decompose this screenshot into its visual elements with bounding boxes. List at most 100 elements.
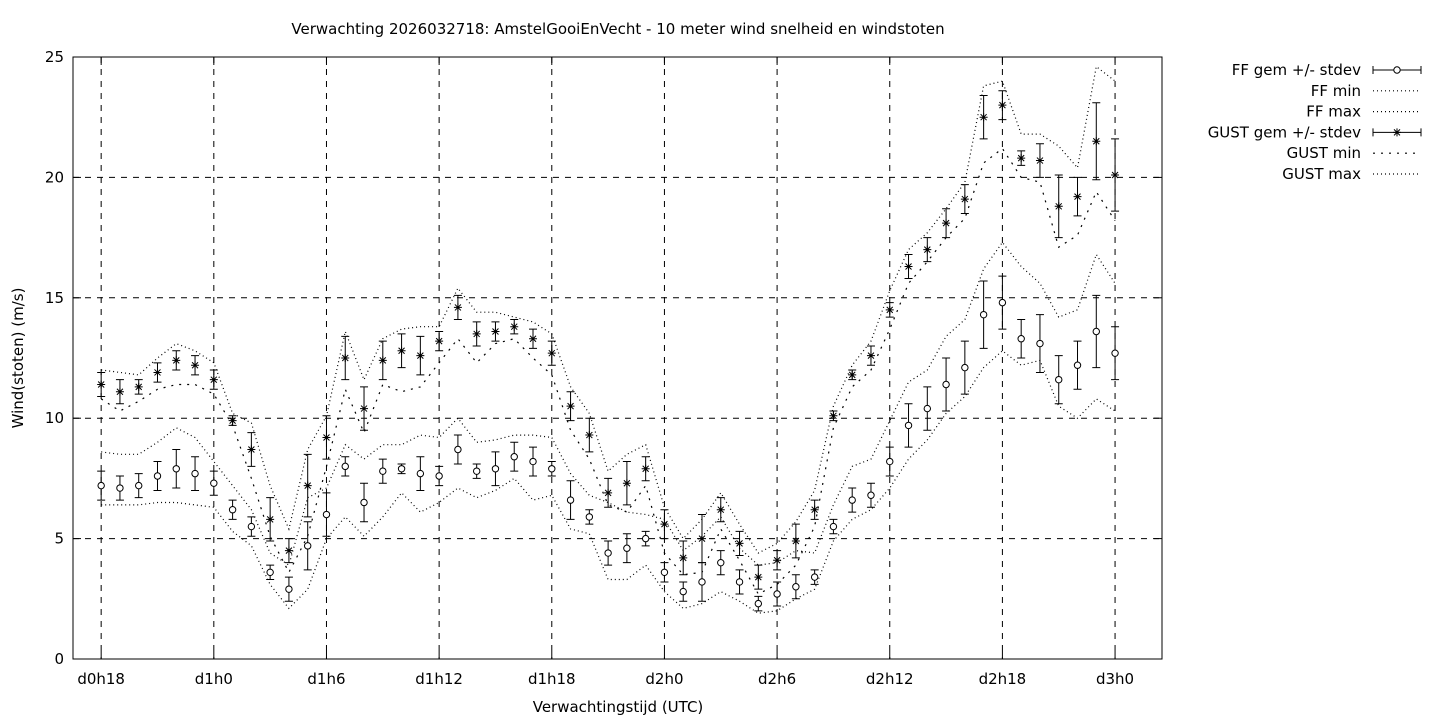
- data-point: [717, 558, 725, 567]
- x-tick-label: d1h0: [195, 670, 233, 688]
- series-layer: [97, 65, 1120, 614]
- legend-label: GUST gem +/- stdev: [1208, 123, 1361, 141]
- data-point: [773, 556, 782, 565]
- data-point: [360, 404, 369, 413]
- data-point: [810, 573, 819, 581]
- data-point: [341, 462, 349, 471]
- data-point: [284, 546, 293, 555]
- y-tick-label: 0: [54, 650, 64, 668]
- data-point: [622, 479, 631, 488]
- data-point: [604, 549, 612, 557]
- legend-label: FF gem +/- stdev: [1232, 61, 1361, 79]
- x-tick-label: d2h0: [645, 670, 683, 688]
- data-point: [454, 445, 462, 454]
- data-point: [979, 310, 988, 319]
- data-point: [97, 380, 106, 389]
- data-point: [866, 351, 875, 360]
- data-point: [228, 506, 237, 514]
- data-point: [623, 544, 631, 552]
- data-point: [491, 465, 500, 473]
- series-3: [97, 90, 1120, 590]
- data-point: [191, 361, 200, 370]
- grid: [73, 56, 1162, 660]
- data-point: [416, 351, 425, 360]
- data-point: [548, 465, 556, 473]
- data-point: [247, 445, 256, 454]
- legend-label: GUST min: [1287, 144, 1361, 162]
- series-0: [97, 275, 1120, 612]
- data-point: [679, 553, 688, 562]
- data-point: [322, 433, 331, 442]
- legend-label: FF max: [1306, 103, 1361, 121]
- data-point: [435, 472, 443, 480]
- data-point: [228, 416, 237, 425]
- data-point: [1054, 202, 1063, 211]
- data-point: [585, 431, 594, 440]
- data-point: [773, 590, 781, 598]
- data-point: [716, 505, 725, 514]
- data-point: [379, 467, 387, 475]
- data-point: [960, 195, 969, 204]
- legend-label: GUST max: [1282, 165, 1361, 183]
- data-point: [510, 453, 518, 461]
- data-point: [115, 387, 124, 396]
- legend-marker: [1393, 66, 1401, 74]
- data-point: [641, 464, 650, 473]
- x-axis-label: Verwachtingstijd (UTC): [533, 698, 704, 716]
- data-point: [378, 356, 387, 365]
- data-point: [698, 578, 706, 586]
- data-point: [247, 522, 256, 531]
- data-point: [1035, 156, 1044, 165]
- data-point: [679, 587, 687, 596]
- data-point: [172, 465, 180, 473]
- y-tick-label: 10: [45, 409, 64, 427]
- data-point: [453, 303, 462, 312]
- data-point: [660, 520, 669, 529]
- y-axis-label: Wind(stoten) (m/s): [9, 288, 27, 429]
- data-point: [566, 402, 575, 411]
- legend-item: GUST min: [1287, 144, 1421, 162]
- data-point: [923, 404, 932, 413]
- data-point: [735, 539, 744, 548]
- data-point: [829, 522, 838, 531]
- data-point: [153, 368, 162, 377]
- legend-marker: [1393, 128, 1401, 137]
- x-tick-label: d1h18: [528, 670, 576, 688]
- data-point: [735, 578, 744, 586]
- x-tick-label: d0h18: [77, 670, 125, 688]
- legend-item: FF min: [1311, 82, 1421, 100]
- data-point: [210, 479, 218, 487]
- data-point: [360, 498, 368, 507]
- data-point: [886, 457, 894, 466]
- data-point: [1111, 349, 1119, 357]
- data-point: [172, 356, 181, 365]
- legend-item: GUST gem +/- stdev: [1208, 123, 1422, 141]
- data-point: [904, 421, 913, 430]
- legend-item: FF max: [1306, 103, 1421, 121]
- data-point: [322, 510, 331, 519]
- data-point: [529, 457, 537, 466]
- data-point: [829, 411, 838, 420]
- data-point: [1073, 192, 1082, 201]
- x-tick-label: d1h6: [307, 670, 345, 688]
- chart-title: Verwachting 2026032718: AmstelGooiEnVech…: [291, 20, 944, 38]
- x-tick-label: d2h18: [979, 670, 1027, 688]
- data-point: [303, 481, 312, 490]
- x-tick-label: d2h12: [866, 670, 914, 688]
- data-point: [998, 298, 1007, 307]
- data-point: [134, 382, 143, 391]
- data-point: [266, 568, 274, 577]
- data-point: [1073, 361, 1082, 369]
- data-point: [1092, 137, 1101, 146]
- legend-item: GUST max: [1282, 165, 1421, 183]
- data-point: [191, 469, 199, 478]
- data-point: [472, 329, 481, 338]
- data-point: [209, 375, 218, 384]
- data-point: [1055, 375, 1063, 384]
- legend: FF gem +/- stdev FF min FF max GUST gem +/-…: [1208, 61, 1422, 183]
- data-point: [848, 370, 857, 379]
- data-point: [266, 515, 275, 524]
- data-point: [566, 496, 575, 504]
- data-point: [585, 513, 594, 521]
